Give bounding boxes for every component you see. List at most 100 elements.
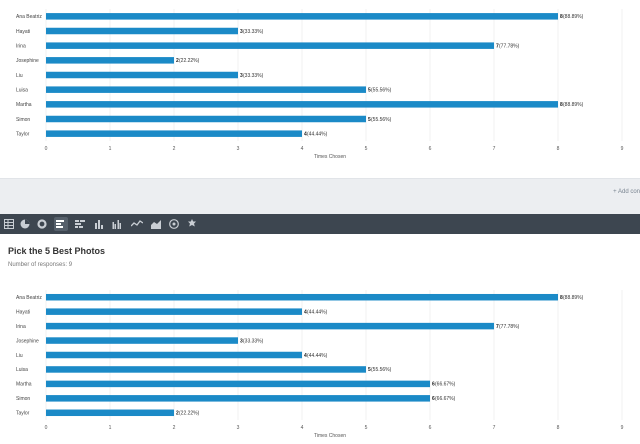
bar[interactable]: [46, 42, 494, 49]
bar-percent-label: (77.78%): [499, 324, 520, 330]
x-axis-title: Times Chosen: [314, 154, 346, 160]
bar-value-label: 2: [176, 58, 179, 64]
x-tick-label: 7: [493, 425, 496, 431]
bar-value-label: 8: [560, 102, 563, 108]
category-label: Irina: [16, 324, 26, 330]
category-label: Taylor: [16, 131, 30, 137]
add-link[interactable]: + Add con: [613, 189, 640, 195]
bar-percent-label: (55.56%): [371, 117, 392, 123]
bar[interactable]: [46, 293, 558, 301]
bar[interactable]: [46, 86, 366, 93]
category-label: Martha: [16, 102, 32, 108]
x-axis-title: Times Chosen: [314, 433, 346, 439]
question-title: Pick the 5 Best Photos: [8, 246, 106, 256]
x-tick-label: 5: [365, 425, 368, 431]
bar-value-label: 3: [240, 29, 243, 35]
x-tick-label: 5: [365, 146, 368, 152]
bar-percent-label: (44.44%): [307, 353, 328, 359]
bar[interactable]: [46, 130, 302, 137]
bar-percent-label: (33.33%): [243, 73, 264, 79]
category-label: Irina: [16, 43, 26, 49]
bar-percent-label: (22.22%): [179, 411, 200, 417]
bar-percent-label: (55.56%): [371, 367, 392, 373]
bar[interactable]: [46, 27, 238, 35]
bar-value-label: 8: [560, 295, 563, 301]
bar[interactable]: [46, 395, 430, 402]
radar-chart-icon[interactable]: [167, 217, 181, 231]
bar-percent-label: (88.89%): [563, 14, 584, 20]
bar-percent-label: (22.22%): [179, 58, 200, 64]
bar-value-label: 7: [496, 324, 499, 330]
bar-percent-label: (33.33%): [243, 338, 264, 344]
x-tick-label: 0: [45, 425, 48, 431]
pie-chart-icon[interactable]: [18, 217, 32, 231]
category-label: Martha: [16, 382, 32, 388]
grouped-bar-icon[interactable]: [110, 217, 124, 231]
bar[interactable]: [46, 71, 238, 79]
bar[interactable]: [46, 308, 302, 315]
horizontal-bar-chart-icon[interactable]: [54, 217, 68, 231]
bar-value-label: 5: [368, 367, 371, 373]
bar-value-label: 5: [368, 87, 371, 93]
category-label: Luisa: [16, 87, 28, 93]
section-divider-band: + Add con: [0, 178, 640, 215]
bar-value-label: 4: [304, 353, 307, 359]
vertical-bar-chart-icon[interactable]: [92, 217, 106, 231]
bar-percent-label: (33.33%): [243, 29, 264, 35]
bar[interactable]: [46, 351, 302, 359]
bar-value-label: 4: [304, 131, 307, 137]
area-chart-icon[interactable]: [149, 217, 163, 231]
settings-icon[interactable]: [185, 217, 199, 231]
category-label: Hayati: [16, 309, 30, 315]
bar-percent-label: (77.78%): [499, 43, 520, 49]
x-tick-label: 4: [301, 425, 304, 431]
bar-percent-label: (88.89%): [563, 102, 584, 108]
bar[interactable]: [46, 409, 174, 417]
category-label: Josephine: [16, 338, 39, 344]
chart-panel-top: 0 1 2 3 4 5 6 7 8 9 Ana Beatriz 8 (88.89%) Hayati 3 (33…: [0, 0, 640, 178]
chart-type-toolbar: [0, 214, 640, 234]
x-tick-label: 8: [557, 425, 560, 431]
x-tick-label: 9: [621, 425, 624, 431]
category-label: Liu: [16, 73, 23, 79]
bar-percent-label: (66.67%): [435, 382, 456, 388]
category-label: Liu: [16, 353, 23, 359]
bar[interactable]: [46, 337, 238, 344]
donut-chart-icon[interactable]: [35, 217, 49, 231]
x-tick-label: 1: [109, 425, 112, 431]
table-icon[interactable]: [2, 217, 16, 231]
bar-percent-label: (44.44%): [307, 131, 328, 137]
category-label: Hayati: [16, 29, 30, 35]
response-count: Number of responses: 9: [8, 262, 73, 268]
bar-value-label: 4: [304, 309, 307, 315]
bar[interactable]: [46, 13, 558, 20]
bar[interactable]: [46, 101, 558, 108]
category-label: Ana Beatriz: [16, 295, 42, 301]
bar-value-label: 8: [560, 14, 563, 20]
bar-value-label: 3: [240, 338, 243, 344]
x-tick-label: 9: [621, 146, 624, 152]
bar[interactable]: [46, 380, 430, 388]
line-chart-icon[interactable]: [130, 217, 144, 231]
x-tick-label: 0: [45, 146, 48, 152]
bar-percent-label: (55.56%): [371, 87, 392, 93]
bar-percent-label: (66.67%): [435, 396, 456, 402]
x-tick-label: 8: [557, 146, 560, 152]
bar-value-label: 7: [496, 43, 499, 49]
bar[interactable]: [46, 322, 494, 330]
bar-percent-label: (44.44%): [307, 309, 328, 315]
bar-value-label: 6: [432, 382, 435, 388]
stacked-bar-icon[interactable]: [73, 217, 87, 231]
x-tick-label: 6: [429, 425, 432, 431]
category-label: Ana Beatriz: [16, 14, 42, 20]
x-tick-label: 6: [429, 146, 432, 152]
bar-percent-label: (88.89%): [563, 295, 584, 301]
bar[interactable]: [46, 57, 174, 64]
bar[interactable]: [46, 366, 366, 373]
bar-value-label: 5: [368, 117, 371, 123]
bar-value-label: 2: [176, 411, 179, 417]
x-tick-label: 1: [109, 146, 112, 152]
bar[interactable]: [46, 115, 366, 123]
